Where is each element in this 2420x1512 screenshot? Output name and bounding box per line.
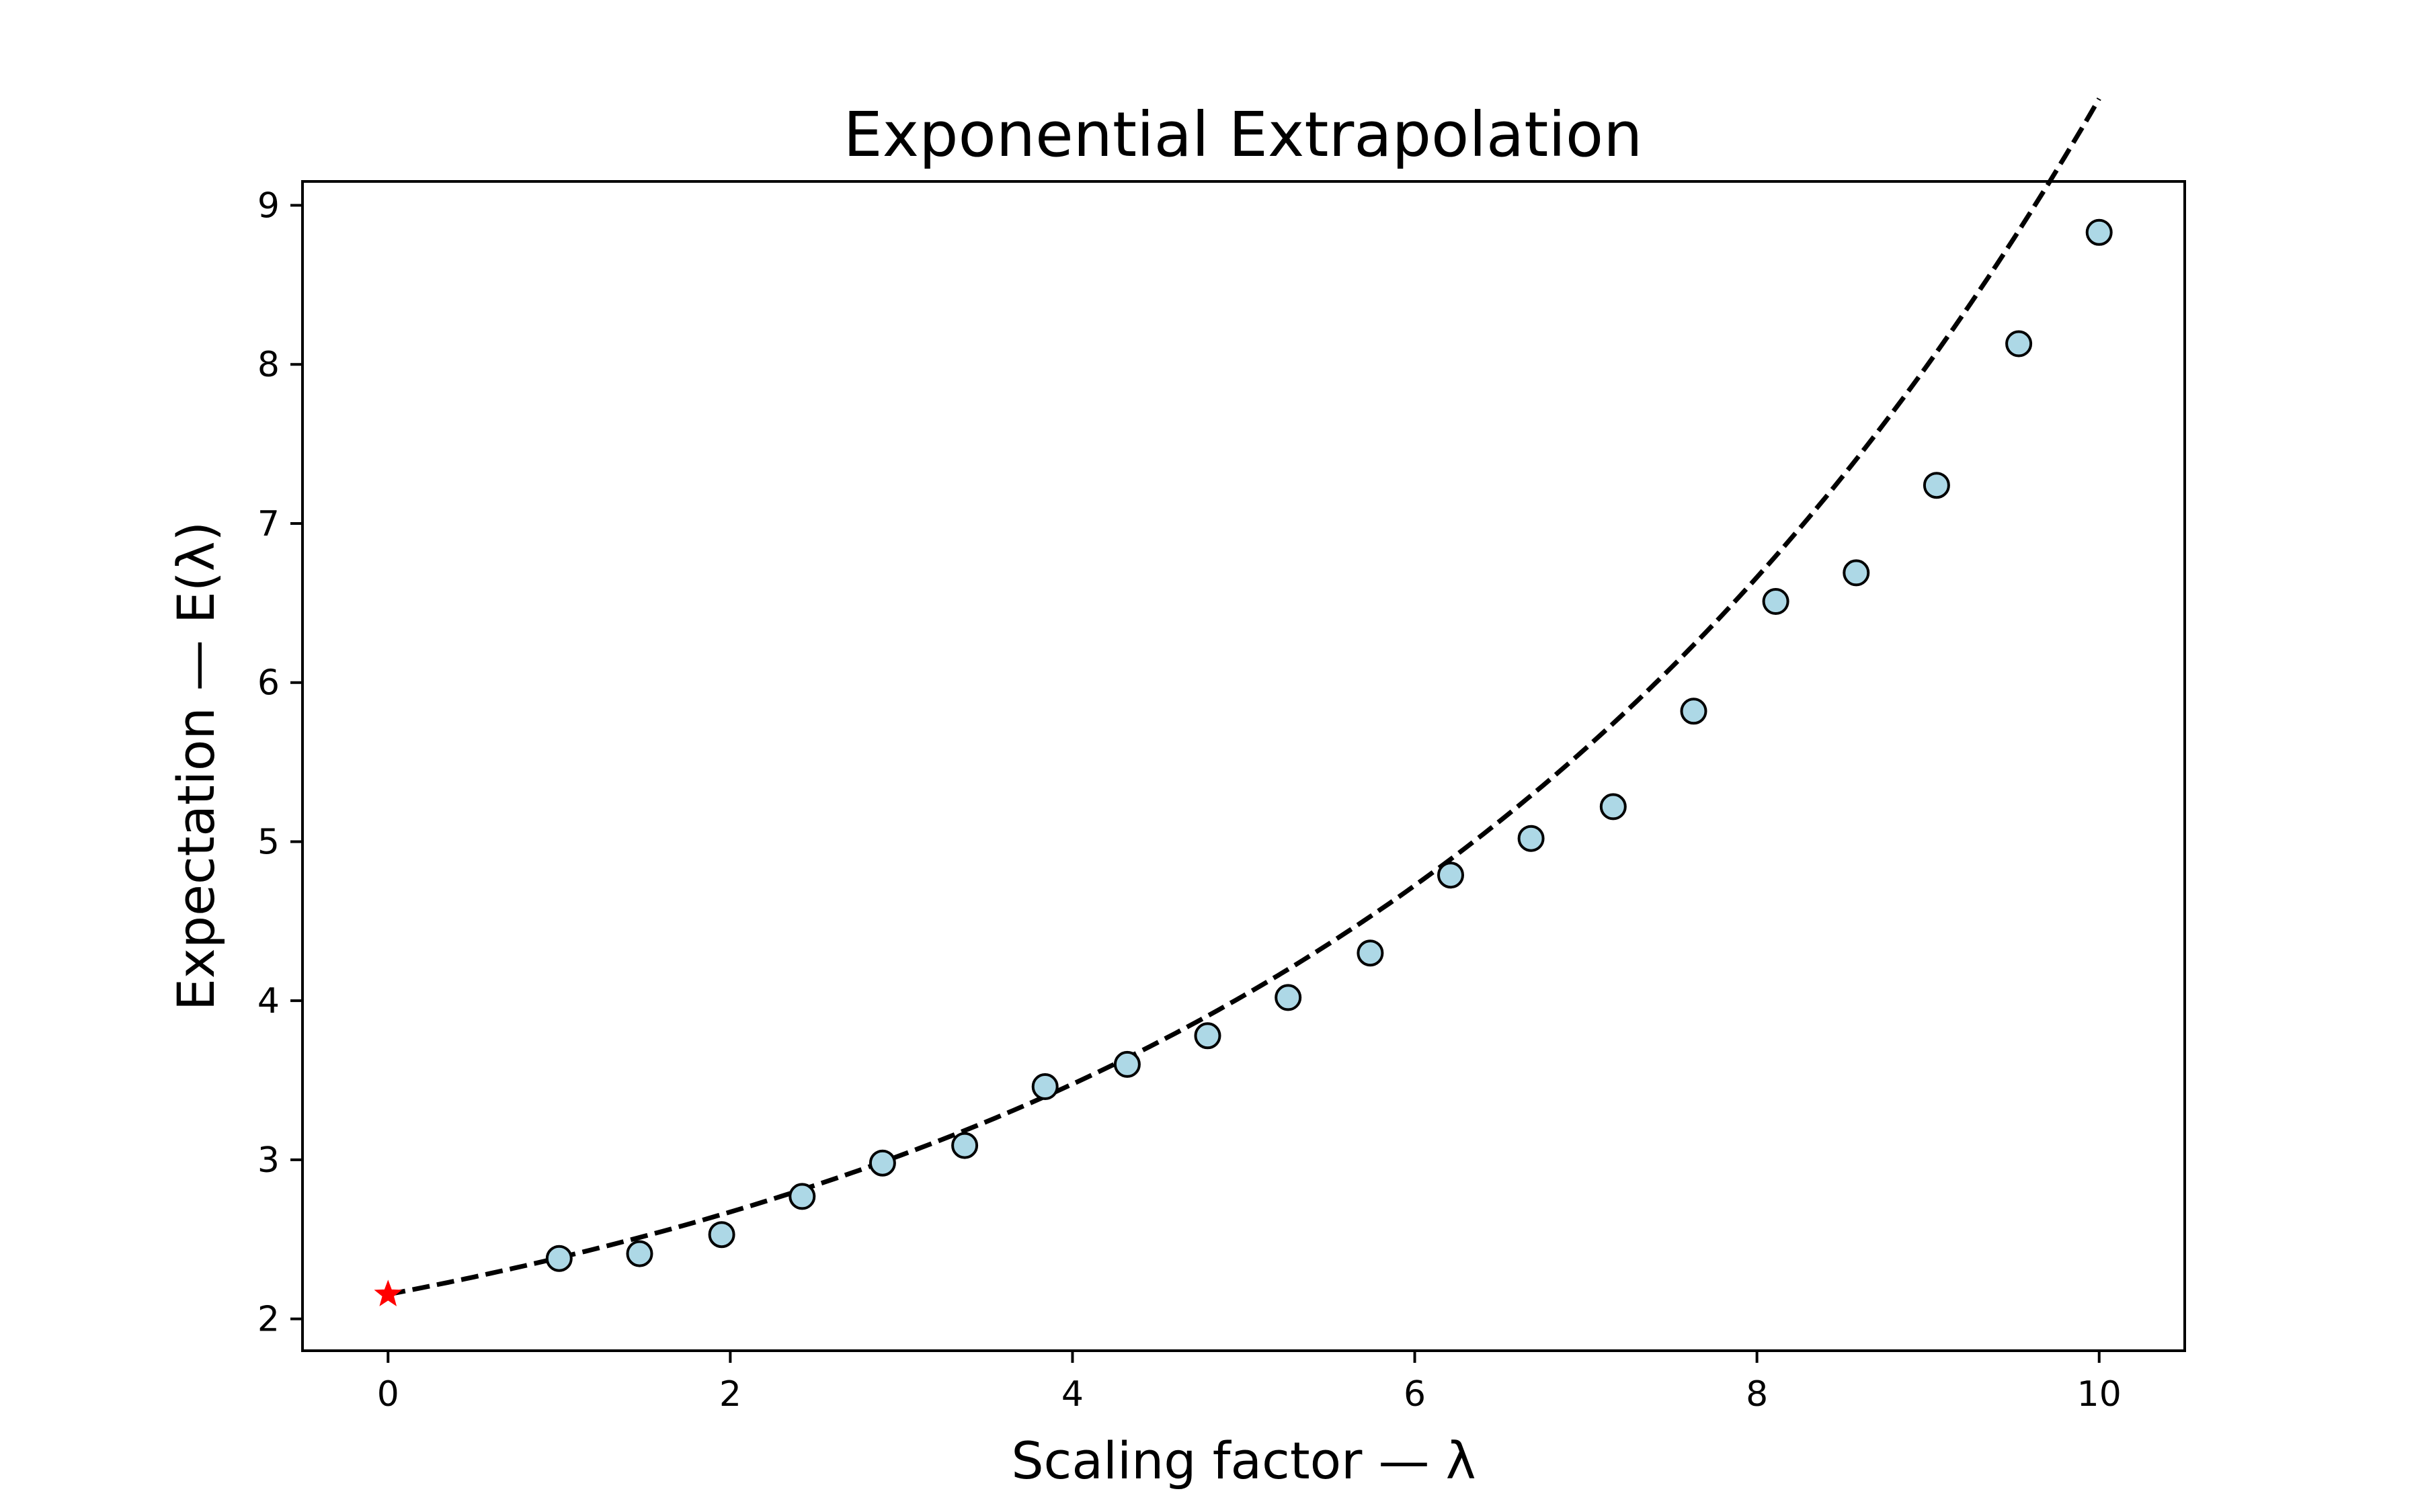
y-axis: 2 3 4 5 6 7 8 9 (257, 186, 302, 1340)
data-point (1113, 1050, 1141, 1078)
data-point (1923, 472, 1950, 499)
data-point (1843, 559, 1870, 587)
data-point (789, 1183, 816, 1210)
y-tick-label: 7 (257, 504, 280, 544)
data-point (1031, 1073, 1059, 1100)
x-tick-label: 0 (377, 1374, 399, 1415)
data-point (1437, 862, 1464, 889)
x-tick-label: 10 (2077, 1374, 2122, 1415)
data-point (1194, 1022, 1221, 1050)
data-points-layer (545, 218, 2113, 1272)
y-tick-label: 5 (257, 822, 280, 862)
data-point (951, 1132, 979, 1159)
data-point (545, 1245, 573, 1272)
y-tick-label: 2 (257, 1300, 280, 1340)
x-tick-label: 2 (719, 1374, 741, 1415)
data-point (626, 1240, 653, 1267)
extrapolated-point-star (374, 1279, 402, 1306)
x-tick-label: 6 (1404, 1374, 1426, 1415)
y-tick-label: 8 (257, 345, 280, 385)
extrapolated-point-layer (374, 1279, 402, 1306)
y-axis-label: Expectation — E(λ) (166, 521, 226, 1011)
fit-curve-layer (387, 97, 2101, 1297)
data-point (2005, 330, 2033, 358)
x-tick-label: 8 (1746, 1374, 1768, 1415)
x-tick-label: 4 (1061, 1374, 1084, 1415)
fit-curve (387, 97, 2101, 1297)
chart-title: Exponential Extrapolation (844, 99, 1643, 171)
data-point (708, 1221, 735, 1249)
y-tick-label: 6 (257, 663, 280, 704)
data-point (1680, 698, 1707, 725)
data-point (1599, 793, 1627, 821)
data-point (1762, 588, 1789, 615)
plot-frame (301, 180, 2186, 1352)
x-axis: 0 2 4 6 8 10 (377, 1351, 2122, 1415)
data-point (1275, 984, 1302, 1011)
y-tick-label: 3 (257, 1140, 280, 1181)
y-tick-label: 4 (257, 981, 280, 1021)
y-tick-label: 9 (257, 186, 280, 226)
data-point (2085, 218, 2113, 246)
x-axis-label: Scaling factor — λ (1011, 1431, 1476, 1490)
data-point (1517, 825, 1545, 852)
data-point (1357, 939, 1384, 967)
data-point (869, 1149, 896, 1177)
